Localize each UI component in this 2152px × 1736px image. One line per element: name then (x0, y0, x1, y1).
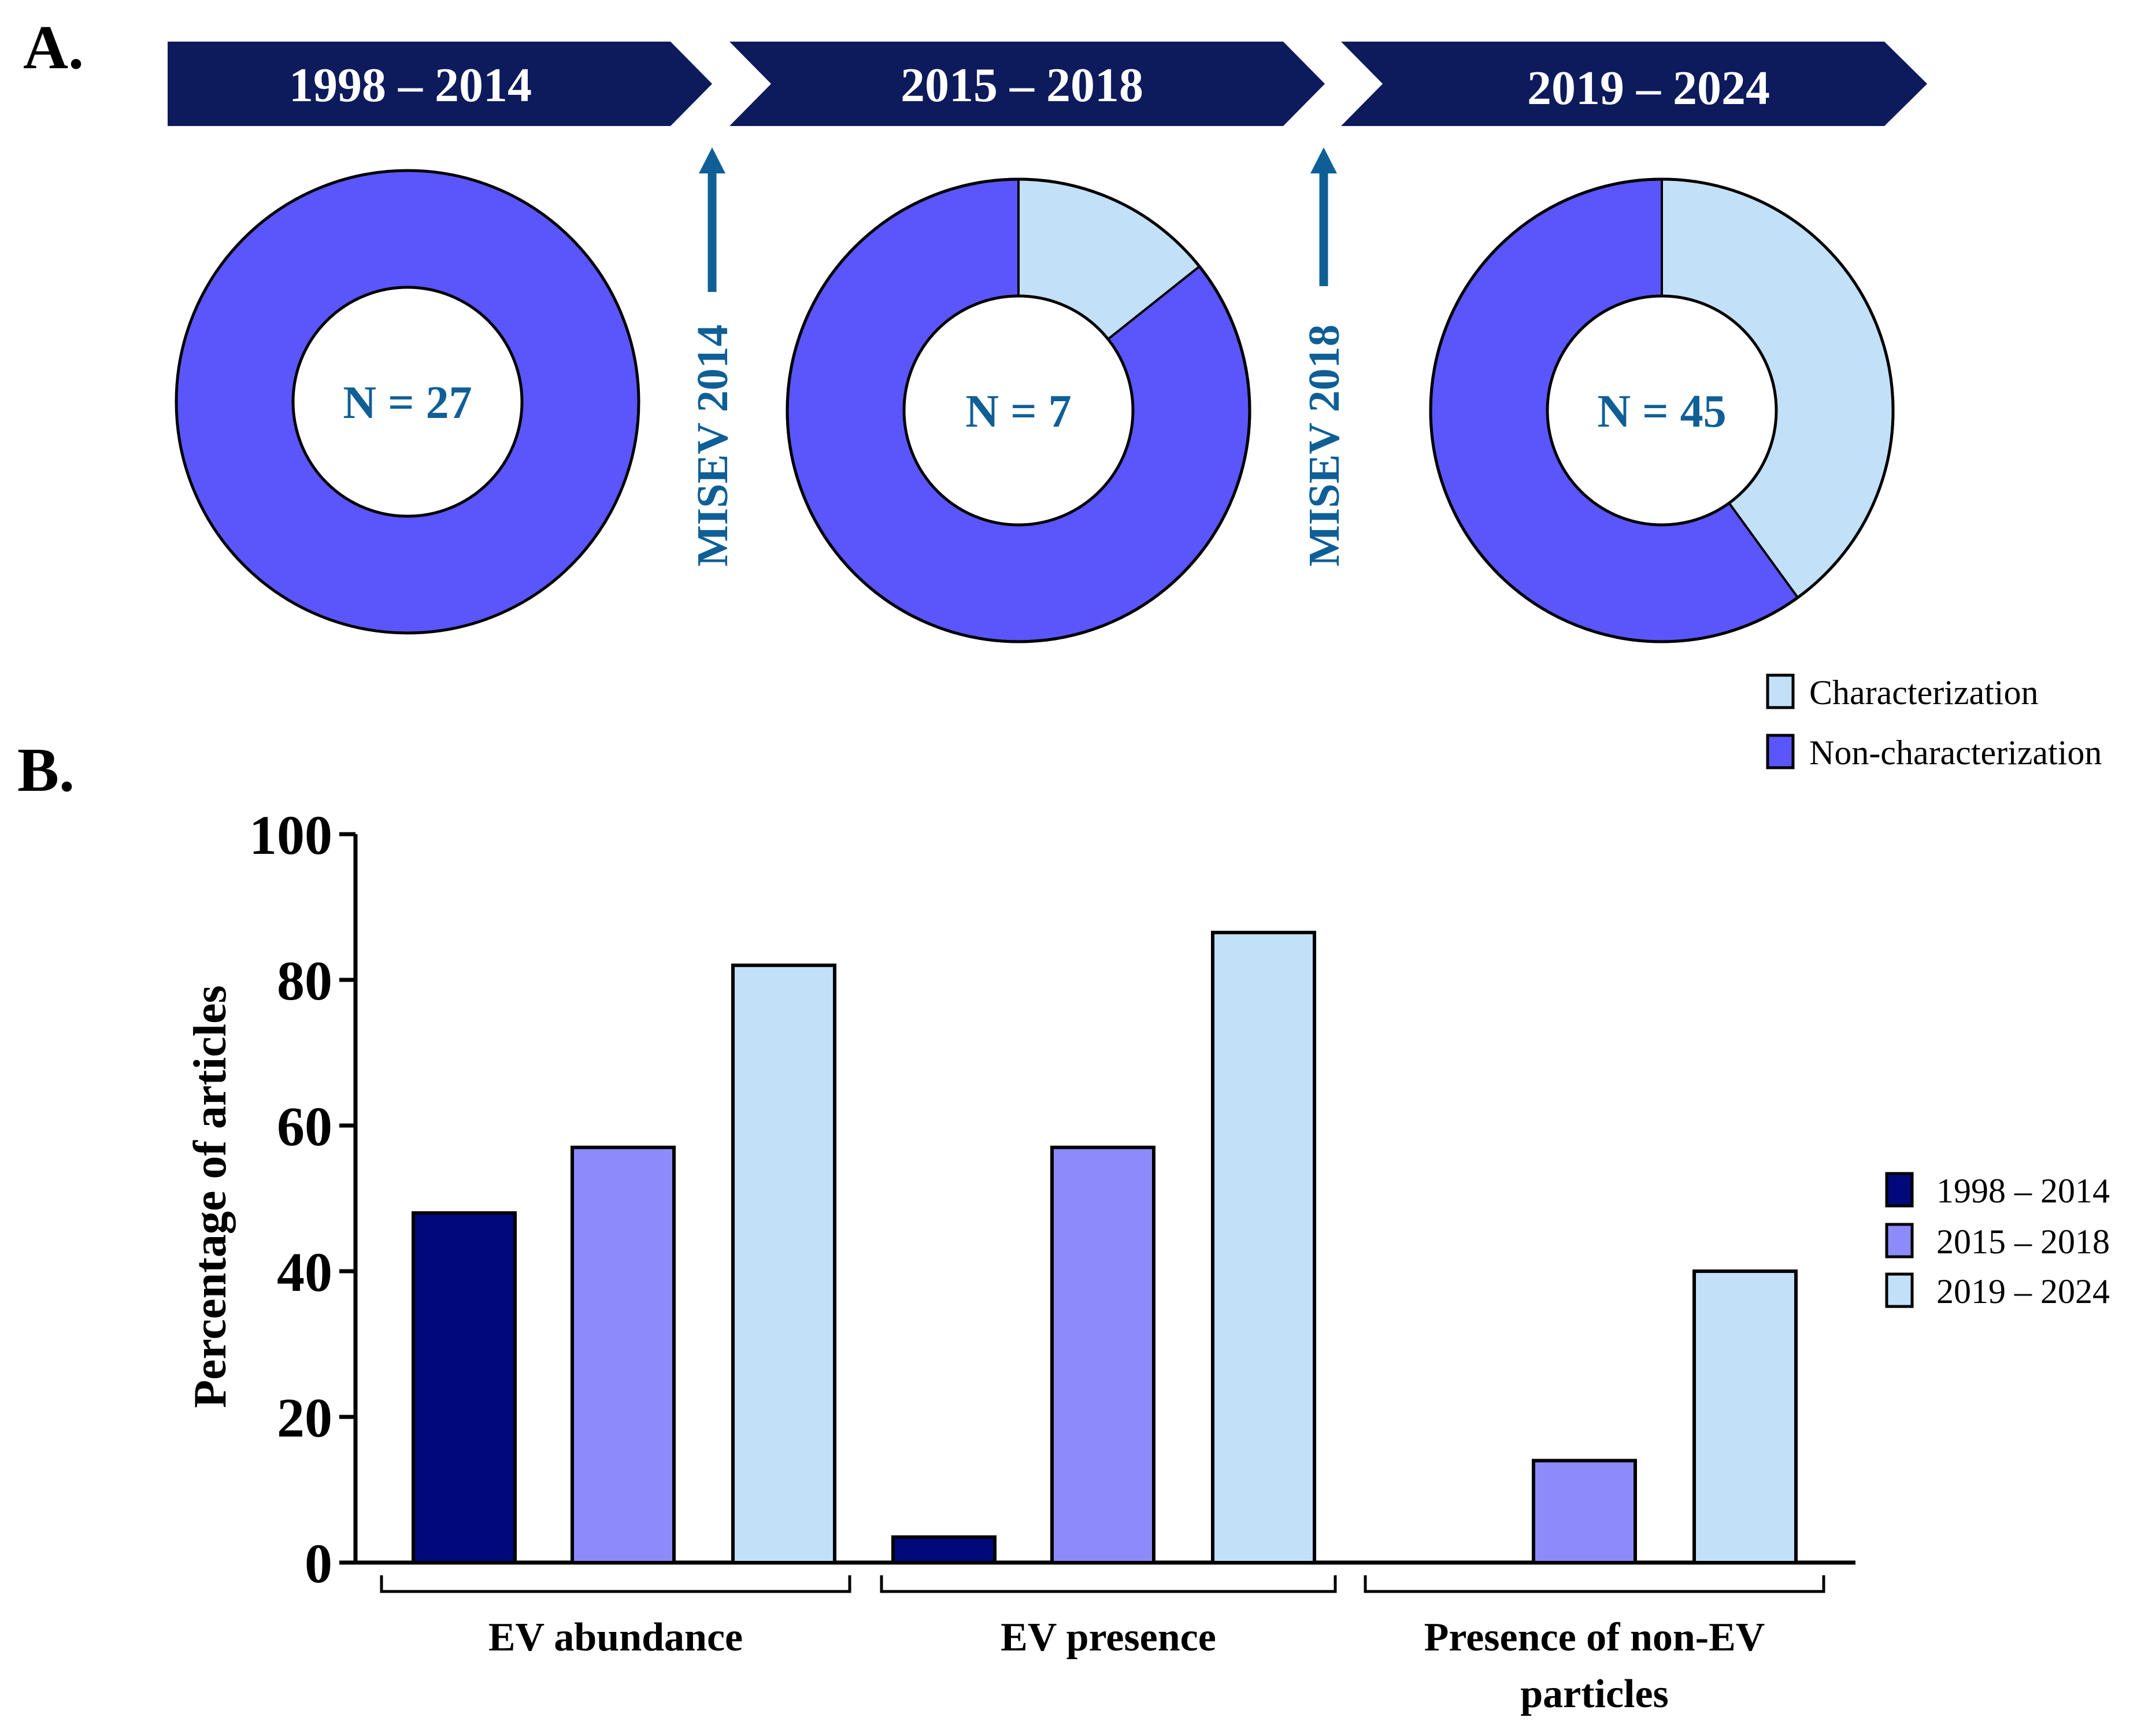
category-bracket (1364, 1575, 1825, 1593)
legend-label-2015-2018: 2015 – 2018 (1936, 1223, 2110, 1261)
bar-3-series-2 (1532, 1459, 1637, 1565)
milestone-label-misev-2018: MISEV 2018 (1300, 324, 1349, 567)
y-tick-label: 80 (277, 950, 332, 1012)
bar-legend: 1998 – 2014 2015 – 2018 2019 – 2024 (1885, 1172, 2110, 1311)
timeline-chevron-3 (1341, 42, 1927, 126)
donut-chart-1998-2014: N = 27 (175, 169, 640, 635)
timeline-label-1: 1998 – 2014 (289, 58, 532, 112)
legend-swatch-characterization (1766, 673, 1795, 709)
timeline-chevron-2 (729, 42, 1325, 126)
timeline-chevron-1 (168, 42, 712, 126)
donut-n-label: N = 27 (343, 377, 472, 428)
donut-chart-2019-2024: N = 45 (1429, 177, 1895, 643)
donut-n-label: N = 7 (965, 386, 1071, 437)
legend-label-non-characterization: Non-characterization (1809, 734, 2102, 772)
bar-3-series-3 (1692, 1269, 1798, 1564)
donut-legend: Characterization Non-characterization (1766, 673, 2102, 772)
timeline-label-2: 2015 – 2018 (901, 58, 1143, 112)
legend-swatch-1998-2014 (1885, 1172, 1914, 1208)
y-tick-label: 0 (305, 1533, 332, 1594)
bar-chart: 0 20 40 60 80 100 EV abundance EV presence Prese… (249, 804, 1855, 1716)
category-label: EV presence (1001, 1615, 1216, 1660)
bar-1-series-2 (571, 1145, 676, 1565)
y-tick-label: 20 (277, 1387, 332, 1449)
donut-n-label: N = 45 (1597, 386, 1726, 437)
legend-swatch-2019-2024 (1885, 1272, 1914, 1308)
category-bracket (880, 1575, 1337, 1593)
legend-swatch-2015-2018 (1885, 1223, 1914, 1258)
milestone-label-misev-2014: MISEV 2014 (688, 324, 737, 567)
category-label: particles (1520, 1672, 1669, 1716)
donut-outline (1429, 177, 1895, 643)
legend-label-1998-2014: 1998 – 2014 (1936, 1172, 2110, 1210)
donut-chart-2015-2018: N = 7 (786, 177, 1251, 643)
category-bracket (380, 1575, 851, 1593)
timeline-label-3: 2019 – 2024 (1527, 61, 1770, 115)
bar-2-series-2 (1050, 1145, 1155, 1565)
timeline: 1998 – 2014 2015 – 2018 2019 – 2024 (168, 42, 1927, 126)
panel-b-label: B. (17, 736, 75, 805)
category-label: Presence of non-EV (1424, 1615, 1765, 1660)
y-tick-label: 60 (277, 1095, 332, 1157)
bar-1-series-3 (731, 963, 836, 1564)
milestone-misev-2018: MISEV 2018 (1300, 147, 1349, 567)
legend-swatch-non-characterization (1766, 734, 1795, 769)
y-tick-label: 40 (277, 1241, 332, 1303)
category-label: EV abundance (488, 1615, 743, 1660)
arrow-head-misev-2018 (1310, 147, 1337, 173)
bar-2-series-3 (1211, 931, 1316, 1564)
donut-hole (291, 286, 524, 518)
y-tick-label: 100 (249, 804, 332, 866)
milestone-misev-2014: MISEV 2014 (688, 147, 737, 567)
bar-1-series-1 (412, 1211, 517, 1564)
y-axis-title: Percentage of articles (185, 985, 236, 1408)
donut-hole (902, 294, 1135, 527)
panel-a-label: A. (23, 13, 84, 82)
donut-outline (786, 177, 1251, 643)
arrow-head-misev-2014 (699, 147, 725, 173)
donut-hole (1546, 294, 1778, 527)
legend-label-characterization: Characterization (1809, 673, 2038, 712)
legend-label-2019-2024: 2019 – 2024 (1936, 1272, 2110, 1311)
donut-slice-characterization (1662, 179, 1893, 598)
bar-2-series-1 (891, 1535, 997, 1564)
